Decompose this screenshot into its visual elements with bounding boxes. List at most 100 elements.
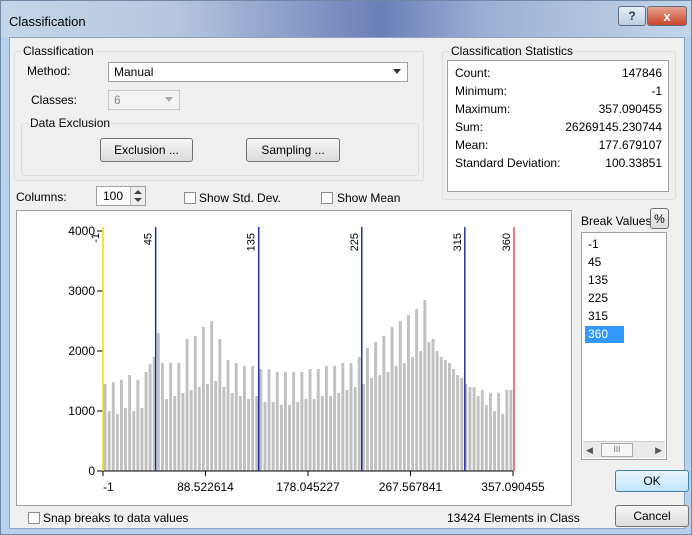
list-item[interactable]: -1 [588,237,599,251]
horizontal-scrollbar[interactable]: ◀ III ▶ [583,441,665,458]
columns-label: Columns: [16,190,67,204]
histogram-bar [230,393,234,471]
y-tick-label: 1000 [68,404,95,418]
list-item[interactable]: 45 [588,255,602,269]
classification-group: Classification Method: Manual Classes: 6… [14,44,424,181]
histogram-bar [115,414,119,471]
histogram-bar [284,372,287,471]
histogram-bar [222,387,226,471]
histogram-bar [308,369,312,471]
x-tick-label: 88.522614 [177,480,234,494]
histogram-bar [423,300,427,471]
histogram-panel[interactable]: 0 1000 2000 3000 4000 -1 88.522614 178.045227 26… [16,210,572,506]
stat-row-minimum: Minimum: -1 [455,84,662,102]
y-tick-label: 4000 [68,224,95,238]
dialog-body: Classification Method: Manual Classes: 6… [9,37,689,529]
x-tick-label: 357.090455 [481,480,545,494]
histogram-bar [136,379,140,471]
histogram-bar [267,369,271,471]
classes-label: Classes: [31,93,78,107]
histogram-bar [489,393,492,471]
elements-in-class-text: 13424 Elements in Class [447,511,580,525]
histogram-bar [243,366,246,471]
help-icon: ? [628,9,636,23]
stat-value: 147846 [621,66,662,80]
histogram-bar [107,411,111,471]
x-tick-label: 178.045227 [276,480,340,494]
list-item[interactable]: 315 [588,309,609,323]
chevron-right-icon[interactable]: ▶ [655,445,662,455]
histogram-bar [156,333,160,471]
show-std-dev-checkbox[interactable] [184,192,196,204]
histogram-bar [103,384,107,471]
break-line-label: -1 [90,233,102,243]
cancel-button[interactable]: Cancel [615,505,689,527]
histogram-bar [152,357,156,471]
chevron-left-icon[interactable]: ◀ [586,445,593,455]
stat-key: Sum: [455,120,484,134]
list-item[interactable]: 135 [588,273,609,287]
histogram-bar [111,382,115,471]
histogram-bar [460,378,464,471]
histogram-bar [251,366,255,471]
histogram-bar [398,321,402,471]
list-item[interactable]: 225 [588,291,609,305]
method-value: Manual [114,65,154,79]
histogram-bar [140,408,144,471]
stat-value: 26269145.230744 [565,120,662,134]
histogram-bar [443,360,447,471]
histogram-bar [394,366,398,471]
histogram-bar [366,348,369,471]
stat-key: Maximum: [455,102,511,116]
break-values-list[interactable]: -1 45 135 225 315 360 ◀ III ▶ [581,232,667,460]
list-item-selected[interactable]: 360 [585,326,624,343]
histogram-bar [210,321,214,471]
classes-value: 6 [114,93,121,107]
break-line-label: 45 [143,233,155,245]
histogram-bar [296,402,300,471]
sampling-button[interactable]: Sampling ... [246,138,340,162]
percent-button[interactable]: % [650,208,669,229]
histogram-bar [173,396,177,471]
histogram-bar [288,405,291,471]
close-button[interactable]: x [647,6,687,26]
data-exclusion-group: Data Exclusion Exclusion ... Sampling ..… [21,116,419,176]
snap-breaks-checkbox[interactable] [28,512,40,524]
method-dropdown[interactable]: Manual [108,62,408,82]
histogram-bar [181,393,185,471]
histogram-bar [472,387,476,471]
ok-button[interactable]: OK [615,470,689,492]
chevron-down-icon [134,198,142,202]
histogram-bar [161,363,164,471]
classes-dropdown[interactable]: 6 [108,90,180,110]
histogram-bar [259,369,263,471]
histogram-bar [320,396,324,471]
y-tick-label: 0 [88,464,95,478]
scroll-thumb[interactable]: III [601,443,633,457]
histogram-bar [329,396,332,471]
break-line-label: 360 [501,233,513,251]
stat-key: Standard Deviation: [455,156,561,170]
statistics-panel: Count: 147846 Minimum: -1 Maximum: 357.0904… [447,60,669,192]
histogram-bar [247,399,250,471]
exclusion-button[interactable]: Exclusion ... [100,138,193,162]
help-button[interactable]: ? [618,6,646,26]
stat-value: -1 [651,84,662,98]
stat-row-maximum: Maximum: 357.090455 [455,102,662,120]
stat-value: 100.33851 [605,156,662,170]
stepper-buttons[interactable] [130,187,145,205]
histogram-bar [456,375,460,471]
histogram-bar [148,364,152,471]
histogram-bar [509,390,513,471]
histogram-bar [132,411,136,471]
histogram-bar [378,375,382,471]
title-bar[interactable]: Classification ? x [1,1,691,37]
show-mean-checkbox[interactable] [321,192,333,204]
columns-stepper[interactable]: 100 [96,186,146,206]
histogram-bar [218,339,222,471]
histogram-bar [337,393,341,471]
histogram-bar [480,390,484,471]
stat-row-mean: Mean: 177.679107 [455,138,662,156]
chevron-down-icon [393,69,401,74]
